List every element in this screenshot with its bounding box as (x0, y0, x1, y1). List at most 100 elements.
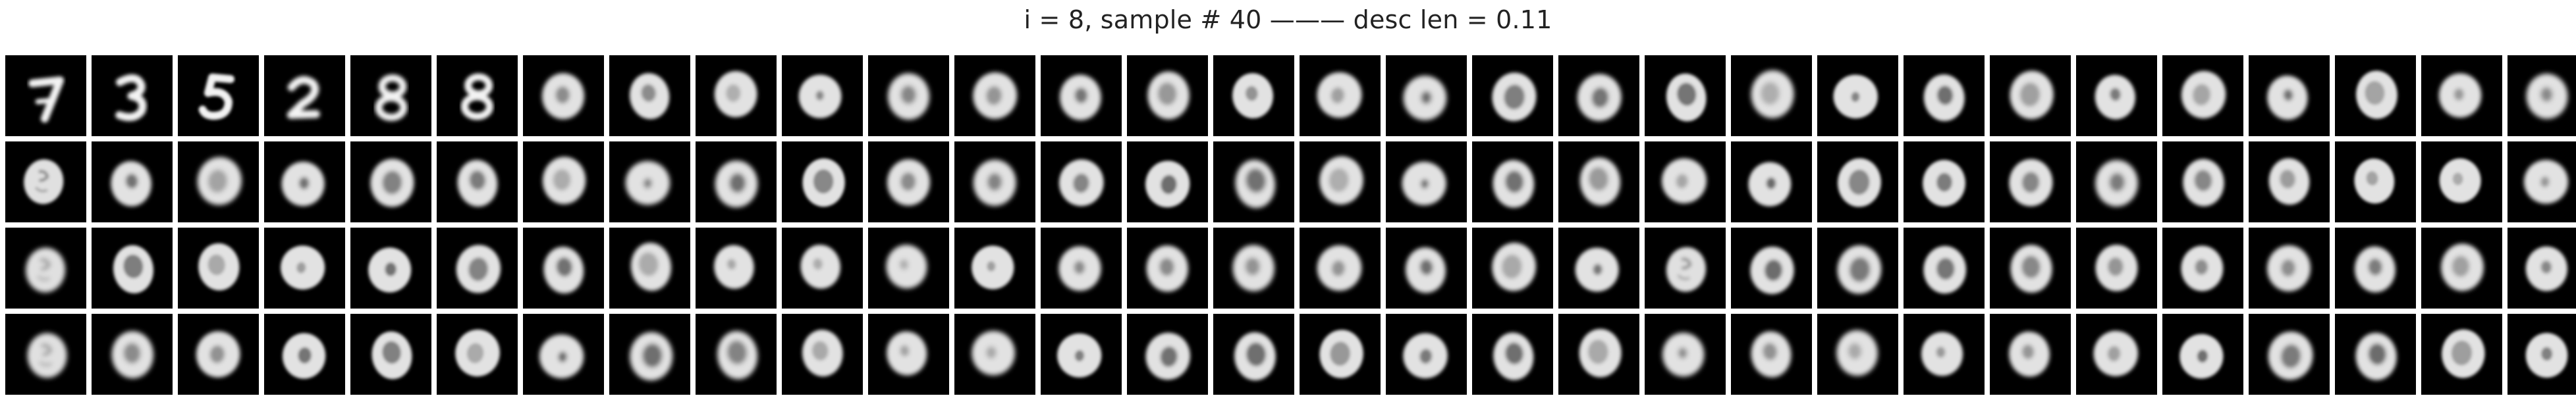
sample-image (609, 55, 690, 136)
sample-image (2249, 55, 2330, 136)
sample-image (350, 228, 431, 309)
sample-image (1904, 141, 1985, 222)
sample-image (437, 141, 518, 222)
sample-image (868, 141, 949, 222)
sample-image (696, 228, 777, 309)
sample-image (437, 55, 518, 136)
sample-image (2162, 141, 2243, 222)
sample-image (2335, 55, 2416, 136)
sample-image (2162, 314, 2243, 395)
sample-image (954, 55, 1035, 136)
sample-image (2076, 55, 2157, 136)
sample-image (350, 141, 431, 222)
sample-image (2507, 314, 2576, 395)
sample-image (178, 141, 259, 222)
sample-image (1558, 228, 1639, 309)
sample-image (1904, 55, 1985, 136)
sample-image (782, 141, 863, 222)
sample-image (2162, 55, 2243, 136)
sample-image (1731, 228, 1812, 309)
sample-image (1041, 55, 1122, 136)
sample-image (1472, 141, 1553, 222)
sample-image (5, 314, 86, 395)
sample-image (2507, 228, 2576, 309)
sample-image (782, 55, 863, 136)
sample-image (264, 228, 345, 309)
sample-image (1731, 141, 1812, 222)
sample-image (954, 141, 1035, 222)
sample-image (1904, 314, 1985, 395)
sample-image (868, 55, 949, 136)
sample-image (1990, 228, 2071, 309)
sample-image (1817, 228, 1898, 309)
sample-image (2335, 228, 2416, 309)
sample-image (523, 141, 604, 222)
sample-image (92, 141, 173, 222)
sample-image (696, 314, 777, 395)
sample-image (1386, 55, 1467, 136)
sample-image (1127, 314, 1208, 395)
sample-image (954, 228, 1035, 309)
sample-image (954, 314, 1035, 395)
sample-image (2335, 141, 2416, 222)
sample-image (868, 228, 949, 309)
sample-image (609, 314, 690, 395)
sample-image (1386, 314, 1467, 395)
sample-image (5, 141, 86, 222)
sample-image (92, 228, 173, 309)
sample-image (1213, 314, 1294, 395)
sample-image (92, 314, 173, 395)
sample-image (1213, 55, 1294, 136)
sample-image (1300, 228, 1381, 309)
sample-image (5, 55, 86, 136)
sample-image (1904, 228, 1985, 309)
sample-image (2249, 314, 2330, 395)
sample-image (1300, 314, 1381, 395)
sample-image (2076, 314, 2157, 395)
sample-image (437, 228, 518, 309)
sample-image (2507, 55, 2576, 136)
sample-image (1645, 141, 1726, 222)
sample-image (1386, 228, 1467, 309)
sample-image (1041, 314, 1122, 395)
sample-image (1472, 314, 1553, 395)
sample-image (178, 55, 259, 136)
sample-image (1731, 55, 1812, 136)
sample-image (1213, 141, 1294, 222)
sample-image (2421, 55, 2502, 136)
sample-image (1300, 55, 1381, 136)
sample-image (178, 228, 259, 309)
sample-image (2507, 141, 2576, 222)
sample-image (1817, 55, 1898, 136)
sample-image (1817, 314, 1898, 395)
sample-image (523, 314, 604, 395)
sample-image (1645, 228, 1726, 309)
sample-image (2076, 228, 2157, 309)
sample-image (609, 228, 690, 309)
sample-image (1213, 228, 1294, 309)
sample-image (264, 141, 345, 222)
sample-image (2162, 228, 2243, 309)
sample-image (1558, 141, 1639, 222)
sample-image (1558, 55, 1639, 136)
sample-image (696, 55, 777, 136)
sample-image (1817, 141, 1898, 222)
sample-image (782, 228, 863, 309)
sample-image (1127, 228, 1208, 309)
sample-image (1558, 314, 1639, 395)
sample-image (2335, 314, 2416, 395)
sample-image (1645, 314, 1726, 395)
sample-image (1990, 55, 2071, 136)
sample-image (1300, 141, 1381, 222)
sample-image (1472, 55, 1553, 136)
sample-image (1990, 314, 2071, 395)
sample-image (1041, 141, 1122, 222)
sample-image (437, 314, 518, 395)
sample-image (1731, 314, 1812, 395)
sample-image (868, 314, 949, 395)
sample-image (523, 228, 604, 309)
sample-image (178, 314, 259, 395)
sample-image (350, 314, 431, 395)
sample-image (1990, 141, 2071, 222)
sample-image (609, 141, 690, 222)
